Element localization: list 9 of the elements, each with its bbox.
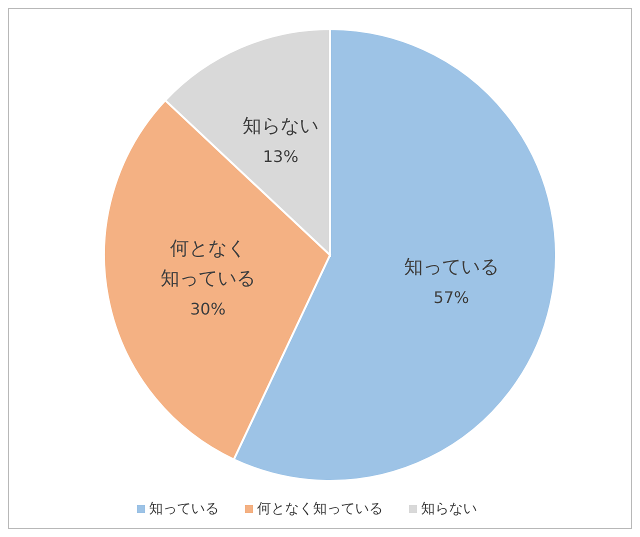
slice-label: 何となく知っている (160, 237, 256, 290)
slice-label: 知っている (404, 256, 499, 278)
legend-label: 何となく知っている (257, 501, 383, 517)
data-label: 13% (262, 146, 298, 166)
legend-label: 知っている (149, 501, 219, 517)
slice-label: 知らない (242, 114, 319, 137)
data-label: 30% (190, 298, 226, 318)
legend-label: 知らない (421, 501, 477, 517)
data-label: 57% (434, 288, 470, 307)
